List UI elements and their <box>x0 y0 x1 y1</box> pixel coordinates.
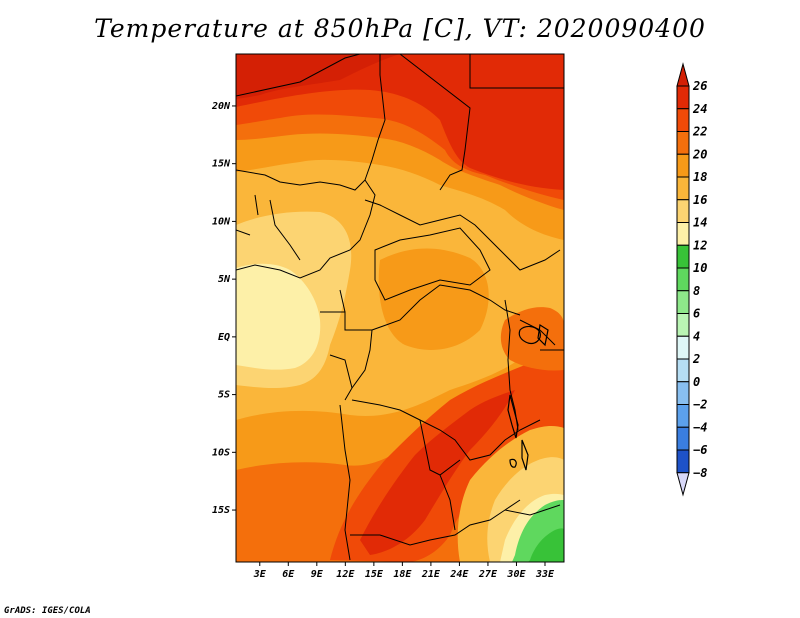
lat-label: 15N <box>212 159 231 170</box>
colorbar-segment <box>676 131 690 155</box>
colorbar-label: −2 <box>693 398 707 412</box>
colorbar-under-triangle <box>676 472 690 497</box>
lon-label: 24E <box>449 569 469 580</box>
colorbar-segment <box>676 290 690 314</box>
colorbar-label: 6 <box>693 307 700 321</box>
colorbar-segment <box>676 313 690 337</box>
colorbar-segment <box>676 381 690 405</box>
colorbar-label: −8 <box>693 466 707 480</box>
lon-label: 15E <box>365 569 384 580</box>
country-borders <box>236 54 564 561</box>
colorbar-label: 2 <box>692 352 700 366</box>
lat-label: 20N <box>211 101 231 112</box>
map-frame <box>235 53 565 563</box>
lat-label: 15S <box>212 505 230 516</box>
colorbar-label: 18 <box>693 170 707 184</box>
colorbar-label: 24 <box>692 102 707 116</box>
colorbar-label: −4 <box>693 420 707 434</box>
colorbar-label: 4 <box>693 329 700 343</box>
colorbar-segment <box>676 244 690 269</box>
colorbar-label: 0 <box>693 375 700 389</box>
colorbar-label: 26 <box>692 79 707 93</box>
lon-label: 27E <box>478 569 498 580</box>
colorbar-label: 20 <box>692 147 707 161</box>
lon-label: 12E <box>336 569 355 580</box>
colorbar-label: 12 <box>693 238 707 252</box>
colorbar-segment <box>676 222 690 246</box>
colorbar-segment <box>676 153 690 178</box>
lon-label: 9E <box>311 569 324 580</box>
lakes <box>507 324 549 471</box>
lon-label: 6E <box>282 569 295 580</box>
colorbar-segment <box>676 358 690 383</box>
lon-label: 21E <box>421 569 441 580</box>
colorbar-segment <box>676 426 690 451</box>
colorbar-segment <box>676 404 690 428</box>
colorbar-label: 16 <box>693 193 707 207</box>
lon-label: 33E <box>535 569 555 580</box>
lat-label: EQ <box>218 332 230 343</box>
latitude-axis: 20N 15N 10N 5N EQ 5S 10S 15S <box>211 101 236 516</box>
temperature-field <box>236 54 564 562</box>
colorbar-label: 10 <box>693 261 707 275</box>
colorbar-segment <box>676 176 690 201</box>
colorbar-segment <box>676 267 690 292</box>
lon-label: 18E <box>393 569 412 580</box>
lon-label: 30E <box>506 569 526 580</box>
colorbar-label: 8 <box>693 284 700 298</box>
colorbar-over-triangle <box>676 62 690 87</box>
colorbar-segment <box>676 108 690 132</box>
colorbar-segment <box>676 199 690 223</box>
colorbar-label: −6 <box>693 443 707 457</box>
map-title: Temperature at 850hPa [C], VT: 202009040… <box>94 14 706 43</box>
colorbar-segment <box>676 335 690 360</box>
lon-label: 3E <box>253 569 267 580</box>
footer-credit: GrADS: IGES/COLA <box>4 606 91 616</box>
colorbar-label: 22 <box>692 125 707 139</box>
longitude-axis: 3E 6E 9E 12E 15E 18E 21E 24E 27E 30E 33E <box>253 562 555 580</box>
colorbar-segment <box>676 449 690 474</box>
lat-label: 5S <box>218 390 230 401</box>
colorbar-label: 14 <box>693 216 707 230</box>
lat-label: 10N <box>212 216 231 227</box>
colorbar-segment <box>676 85 690 110</box>
lat-label: 5N <box>218 274 231 285</box>
lat-label: 10S <box>212 447 230 458</box>
